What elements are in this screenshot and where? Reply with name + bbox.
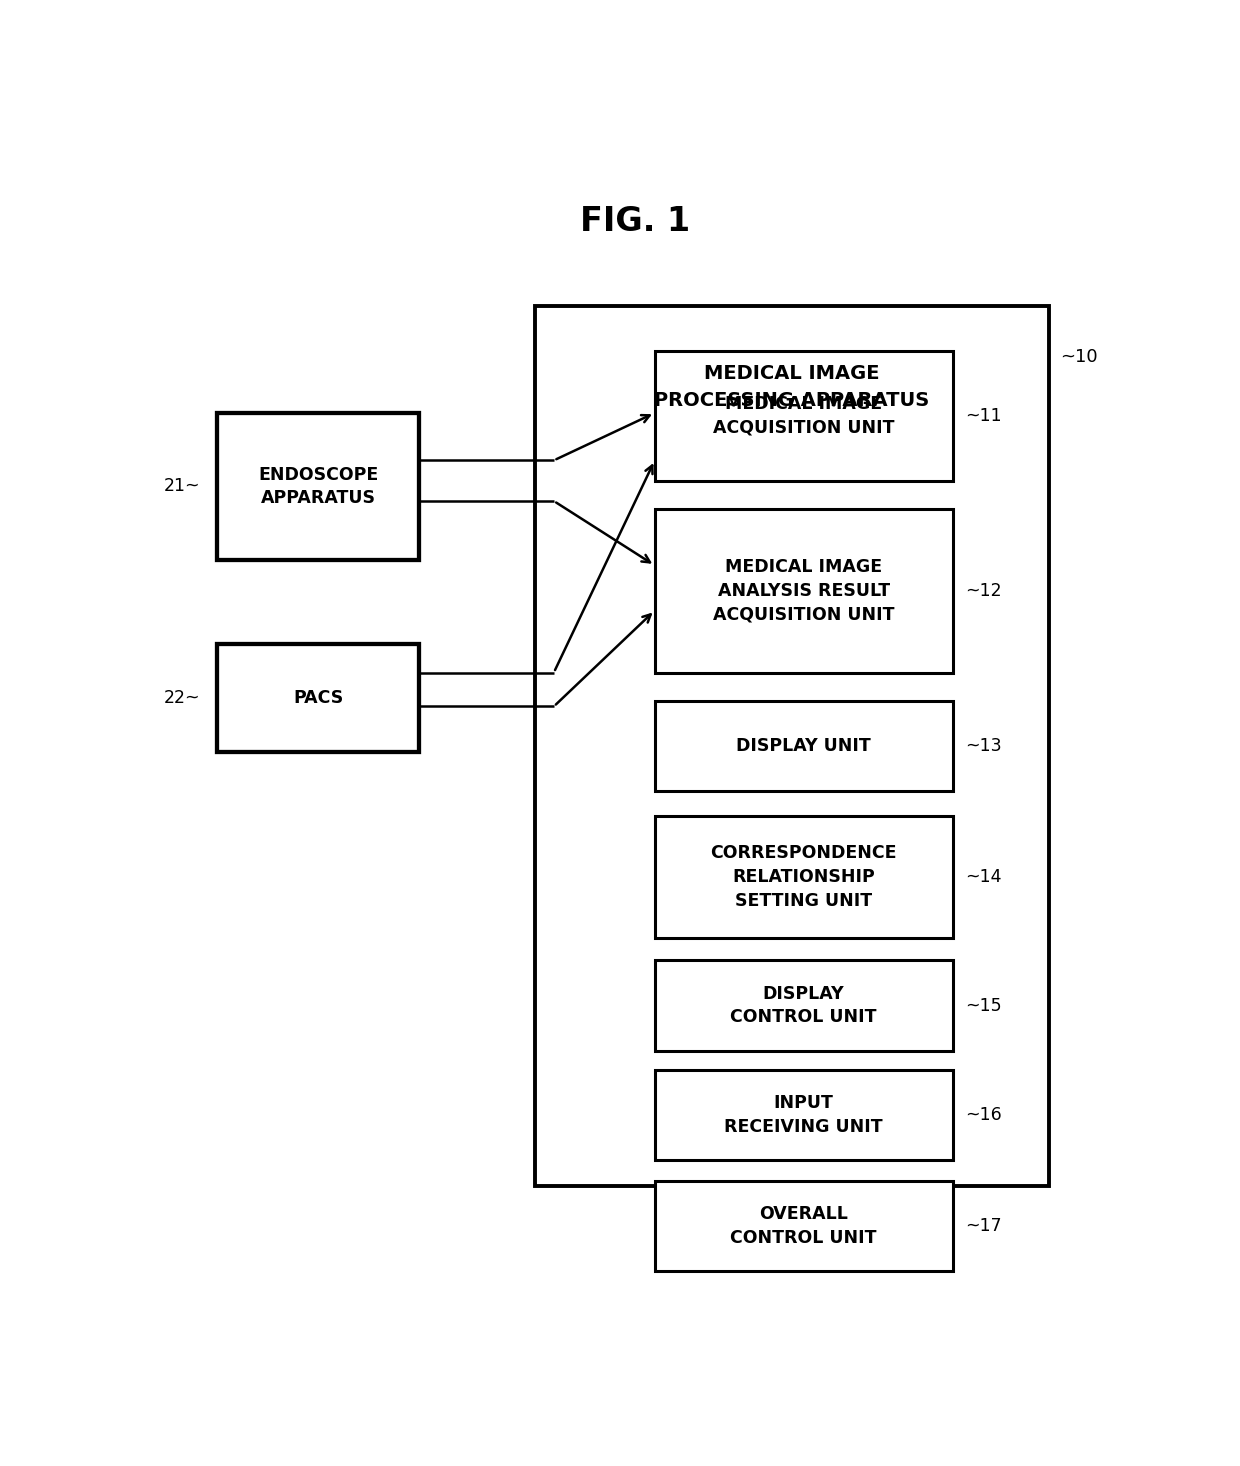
Bar xyxy=(217,413,419,560)
Text: ~11: ~11 xyxy=(965,406,1002,425)
Bar xyxy=(655,960,952,1051)
Text: MEDICAL IMAGE
ANALYSIS RESULT
ACQUISITION UNIT: MEDICAL IMAGE ANALYSIS RESULT ACQUISITIO… xyxy=(713,559,894,623)
Text: FIG. 1: FIG. 1 xyxy=(580,205,691,237)
Bar xyxy=(655,817,952,938)
Text: DISPLAY
CONTROL UNIT: DISPLAY CONTROL UNIT xyxy=(730,985,877,1026)
Text: DISPLAY UNIT: DISPLAY UNIT xyxy=(737,737,870,755)
Text: 22~: 22~ xyxy=(164,689,200,707)
Text: ~10: ~10 xyxy=(1060,347,1097,365)
Text: ENDOSCOPE
APPARATUS: ENDOSCOPE APPARATUS xyxy=(258,466,378,507)
Bar xyxy=(655,701,952,792)
Text: ~12: ~12 xyxy=(965,582,1002,600)
Bar xyxy=(534,306,1049,1186)
Text: ~13: ~13 xyxy=(965,737,1002,755)
Bar xyxy=(217,645,419,752)
Bar xyxy=(655,1070,952,1160)
Bar xyxy=(655,350,952,481)
Text: OVERALL
CONTROL UNIT: OVERALL CONTROL UNIT xyxy=(730,1205,877,1246)
Text: MEDICAL IMAGE
ACQUISITION UNIT: MEDICAL IMAGE ACQUISITION UNIT xyxy=(713,394,894,437)
Text: 21~: 21~ xyxy=(164,478,200,496)
Text: ~14: ~14 xyxy=(965,868,1002,885)
Text: PACS: PACS xyxy=(293,689,343,707)
Text: ~16: ~16 xyxy=(965,1107,1002,1124)
Text: ~17: ~17 xyxy=(965,1217,1002,1234)
Text: CORRESPONDENCE
RELATIONSHIP
SETTING UNIT: CORRESPONDENCE RELATIONSHIP SETTING UNIT xyxy=(711,844,897,909)
Bar xyxy=(655,509,952,673)
Text: INPUT
RECEIVING UNIT: INPUT RECEIVING UNIT xyxy=(724,1094,883,1136)
Text: MEDICAL IMAGE
PROCESSING APPARATUS: MEDICAL IMAGE PROCESSING APPARATUS xyxy=(653,364,929,410)
Bar xyxy=(655,1180,952,1271)
Text: ~15: ~15 xyxy=(965,997,1002,1014)
